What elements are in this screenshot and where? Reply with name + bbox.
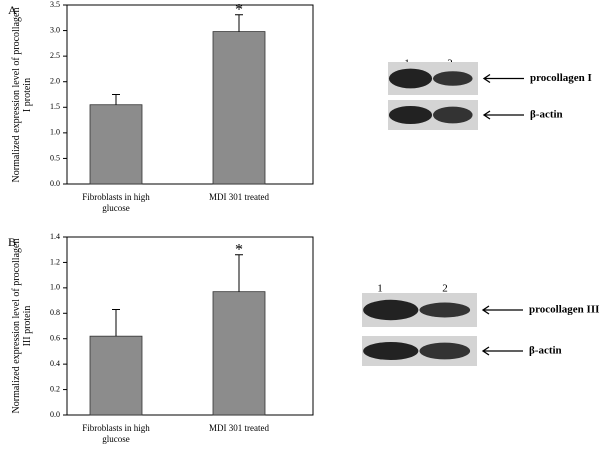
y-tick-label: 3.5 bbox=[50, 0, 60, 9]
band-label: procollagen III bbox=[529, 304, 599, 316]
lane-label: 2 bbox=[442, 283, 448, 295]
bar bbox=[89, 104, 143, 185]
blot-band bbox=[388, 106, 433, 124]
error-bar bbox=[112, 308, 120, 337]
blot-band bbox=[363, 342, 419, 360]
plot-frame bbox=[66, 236, 314, 416]
bar bbox=[89, 335, 143, 416]
y-tick-label: 1.0 bbox=[50, 283, 60, 292]
band-label: β-actin bbox=[530, 109, 563, 121]
blot-band bbox=[433, 71, 473, 86]
panel-label: B bbox=[8, 235, 16, 249]
plot-frame bbox=[66, 4, 314, 185]
y-tick-label: 0.2 bbox=[50, 384, 60, 393]
arrow bbox=[481, 305, 523, 315]
y-tick-label: 0.6 bbox=[50, 334, 60, 343]
x-tick-label: MDI 301 treated bbox=[209, 192, 269, 202]
y-axis-label: Normalized expression level of procollag… bbox=[11, 238, 33, 414]
y-tick-label: 3.0 bbox=[50, 25, 60, 34]
y-axis-label: Normalized expression level of procollag… bbox=[11, 7, 33, 182]
blot-band bbox=[388, 68, 433, 89]
y-tick-label: 1.4 bbox=[50, 232, 60, 241]
arrow bbox=[481, 346, 523, 356]
panel-label: A bbox=[8, 3, 17, 17]
band-label: procollagen I bbox=[530, 72, 592, 84]
x-tick-label: Fibroblasts in high glucose bbox=[82, 423, 150, 444]
y-tick-label: 0.8 bbox=[50, 308, 60, 317]
annotation: * bbox=[235, 1, 243, 18]
y-tick-label: 2.5 bbox=[50, 51, 60, 60]
error-bar bbox=[112, 94, 120, 105]
blot-band bbox=[433, 106, 473, 124]
error-bar bbox=[235, 254, 243, 292]
y-tick-label: 0.5 bbox=[50, 153, 60, 162]
y-tick-label: 1.5 bbox=[50, 102, 60, 111]
x-tick-label: MDI 301 treated bbox=[209, 423, 269, 433]
bar bbox=[212, 31, 266, 185]
y-tick-label: 0.0 bbox=[50, 410, 60, 419]
y-tick-label: 1.2 bbox=[50, 257, 60, 266]
arrow bbox=[482, 73, 524, 84]
annotation: * bbox=[235, 241, 243, 258]
bar bbox=[212, 291, 266, 416]
error-bar bbox=[235, 14, 243, 32]
x-tick-label: Fibroblasts in high glucose bbox=[82, 192, 150, 213]
blot-band bbox=[419, 302, 471, 318]
y-tick-label: 0.0 bbox=[50, 179, 60, 188]
lane-label: 1 bbox=[377, 283, 383, 295]
y-tick-label: 2.0 bbox=[50, 77, 60, 86]
band-label: β-actin bbox=[529, 345, 562, 357]
blot-band bbox=[419, 342, 471, 360]
y-tick-label: 1.0 bbox=[50, 128, 60, 137]
arrow bbox=[482, 110, 524, 120]
blot-band bbox=[363, 299, 419, 321]
y-tick-label: 0.4 bbox=[50, 359, 60, 368]
